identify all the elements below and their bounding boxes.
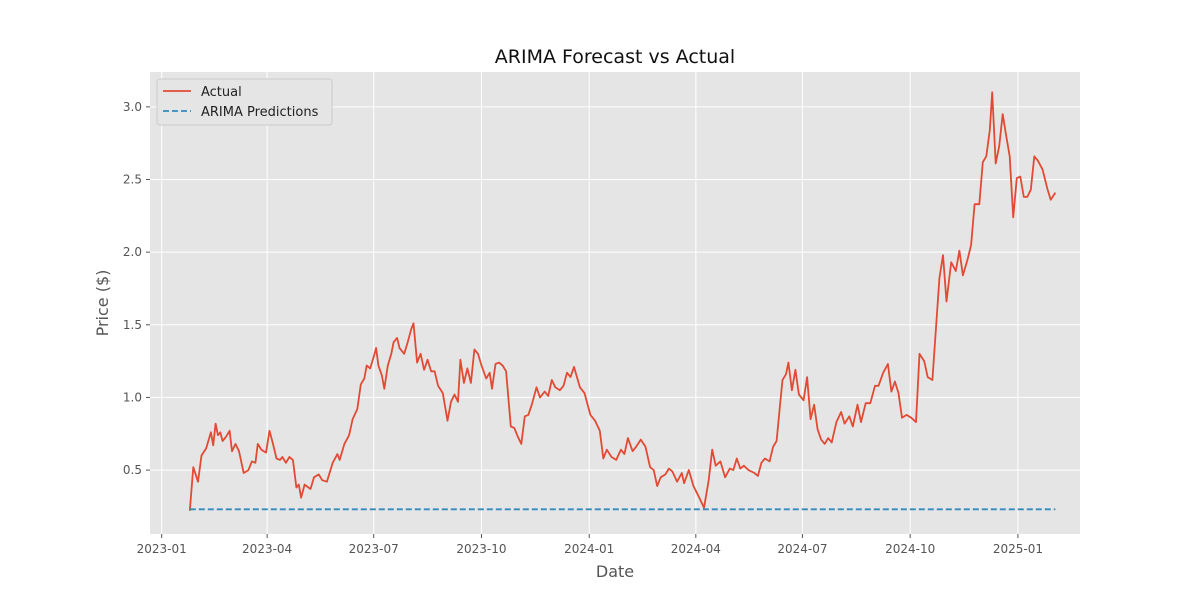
series-line-actual (188, 91, 1057, 511)
legend-box (156, 78, 333, 126)
y-axis-label: Price ($) (93, 270, 112, 337)
plot-area (150, 72, 1080, 534)
grid-lines (150, 72, 1080, 534)
y-tick-label: 2.5 (123, 173, 142, 187)
y-tick-label: 0.5 (123, 463, 142, 477)
x-axis-label: Date (596, 562, 634, 581)
legend-label-arima-predictions: ARIMA Predictions (201, 105, 319, 120)
x-tick-label: 2023-01 (137, 542, 187, 556)
x-tick-label: 2023-04 (242, 542, 292, 556)
y-tick-label: 1.0 (123, 390, 142, 404)
y-tick-label: 3.0 (123, 100, 142, 114)
x-tick-label: 2024-07 (777, 542, 827, 556)
chart-title: ARIMA Forecast vs Actual (495, 46, 735, 68)
y-tick-label: 1.5 (123, 318, 142, 332)
legend-label-actual: Actual (201, 85, 242, 100)
x-tick-label: 2025-01 (993, 542, 1043, 556)
x-tick-label: 2024-01 (564, 542, 614, 556)
legend: Actual ARIMA Predictions (156, 78, 333, 126)
y-tick-label: 2.0 (123, 245, 142, 259)
x-tick-label: 2023-10 (456, 542, 506, 556)
x-tick-label: 2023-07 (349, 542, 399, 556)
series-layer (188, 91, 1057, 511)
axis-ticks: 2023-01 2023-04 2023-07 2023-10 2024-01 2024-… (123, 100, 1043, 556)
x-tick-label: 2024-04 (671, 542, 721, 556)
x-tick-label: 2024-10 (885, 542, 935, 556)
